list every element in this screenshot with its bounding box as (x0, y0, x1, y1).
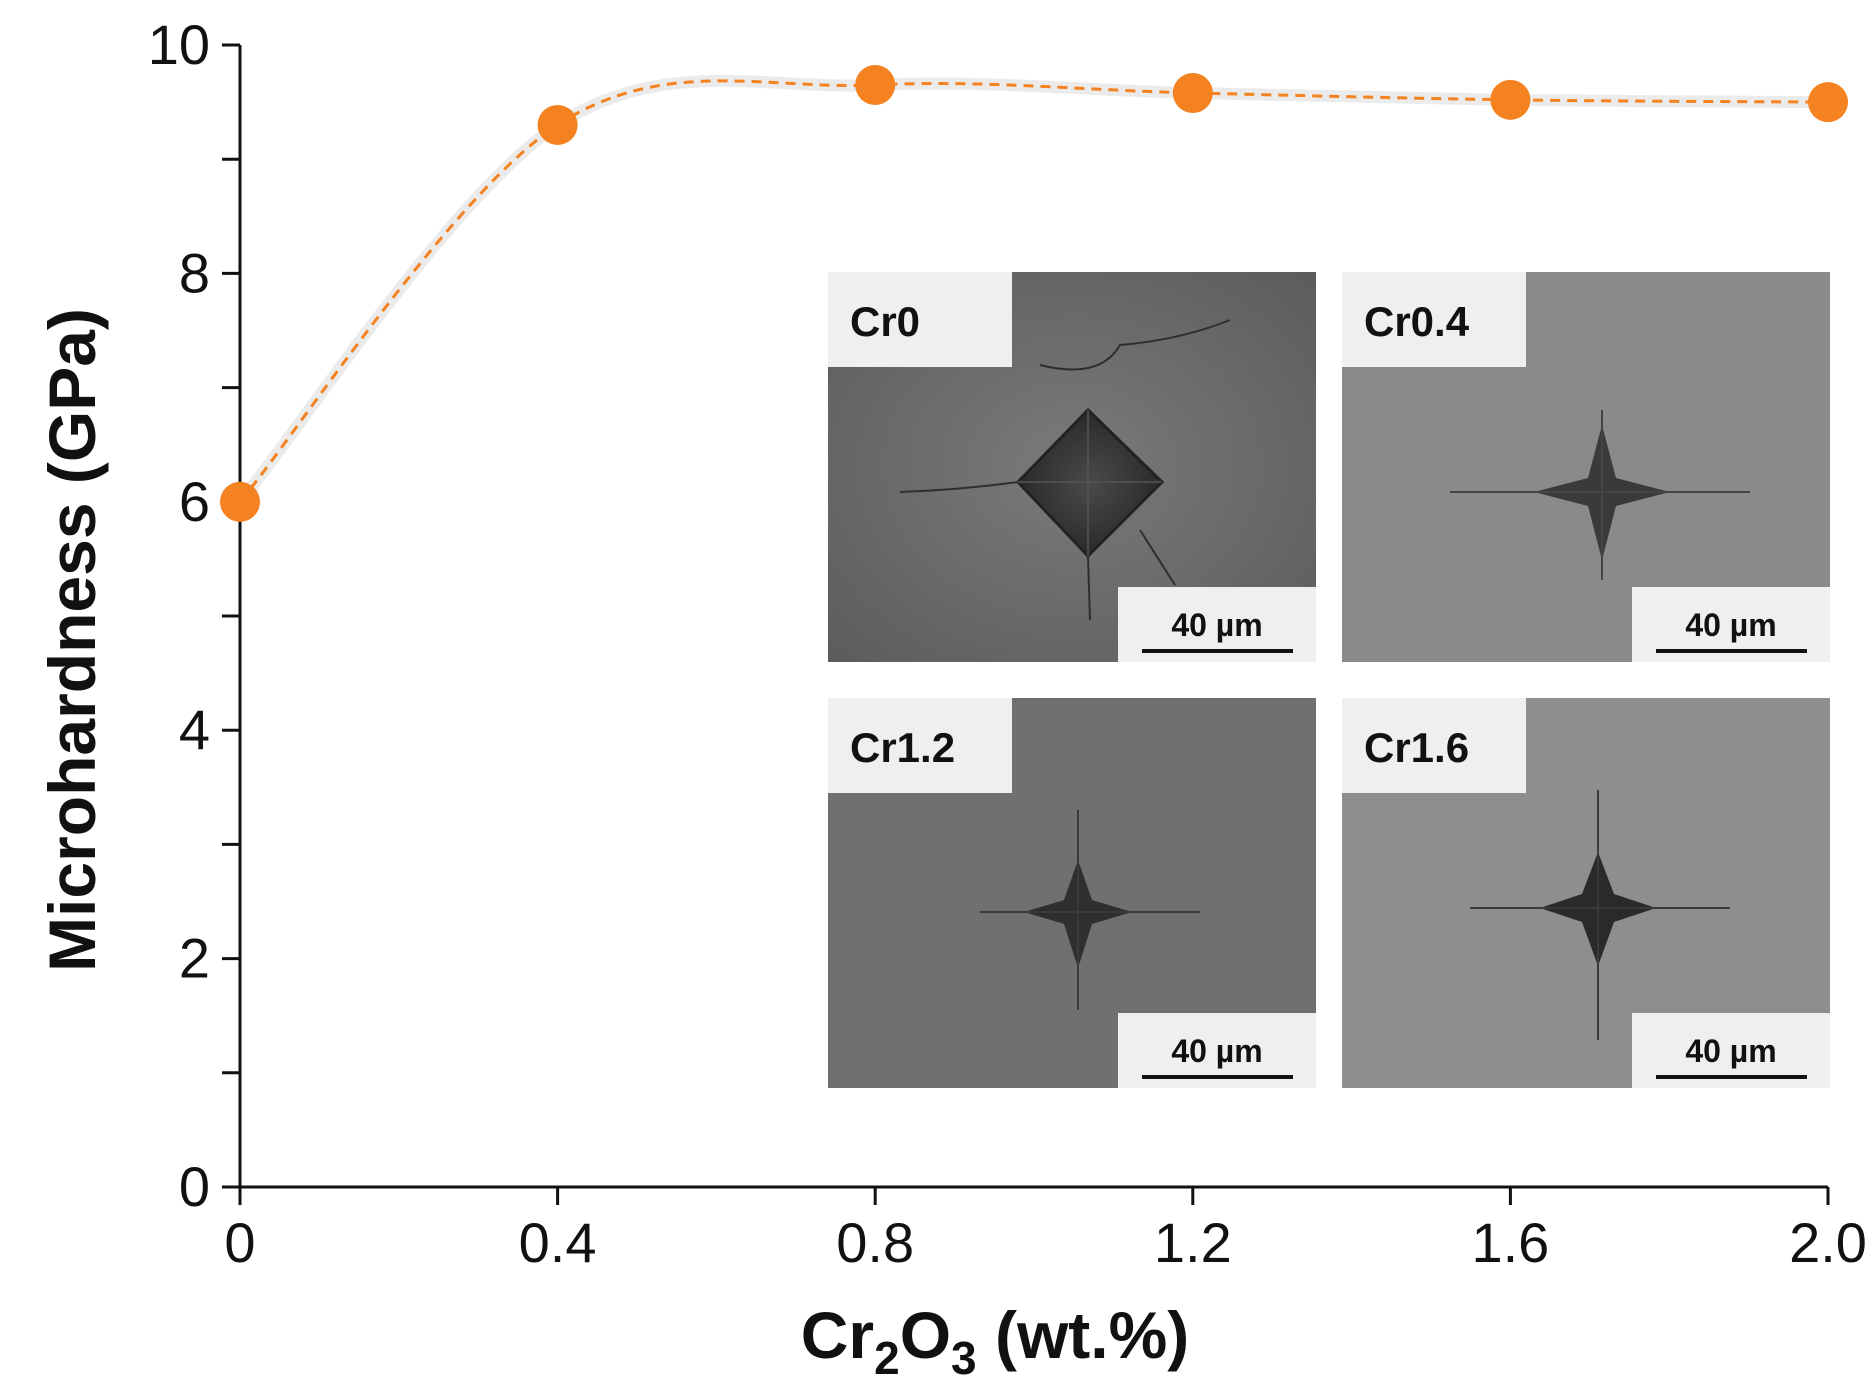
scale-bar-label: 40 µm (1171, 607, 1262, 643)
panel-label: Cr0 (850, 298, 920, 345)
y-tick-label: 8 (179, 241, 210, 304)
indent-mark (1450, 410, 1750, 580)
inset-panel-cr0: Cr0 40 µm (828, 272, 1316, 662)
series-line (238, 79, 1829, 503)
y-ticks: 0 2 4 6 8 10 (148, 13, 240, 1218)
data-point (1808, 82, 1848, 123)
x-axis-title: Cr2O3 (wt.%) (801, 1298, 1190, 1384)
x-tick-label: 1.6 (1471, 1211, 1549, 1274)
inset-panel-cr1-6: Cr1.6 40 µm (1342, 698, 1830, 1088)
x-tick-label: 2.0 (1789, 1211, 1867, 1274)
y-tick-label: 0 (179, 1155, 210, 1218)
indent-mark (1470, 790, 1730, 1040)
x-tick-label: 0 (224, 1211, 255, 1274)
scale-bar-label: 40 µm (1685, 1033, 1776, 1069)
scale-bar-label: 40 µm (1171, 1033, 1262, 1069)
panel-label-box (828, 272, 1012, 367)
y-tick-label: 6 (179, 470, 210, 533)
panel-label-box (1342, 272, 1526, 367)
data-point (220, 481, 260, 522)
scale-bar-label: 40 µm (1685, 607, 1776, 643)
indent-mark (899, 319, 1231, 621)
panel-label-box (1342, 698, 1526, 793)
indent-mark (980, 810, 1200, 1010)
data-point (537, 104, 578, 145)
panel-label: Cr1.6 (1364, 724, 1469, 771)
y-tick-label: 10 (148, 13, 210, 76)
inset-panel-cr1-2: Cr1.2 40 µm (828, 698, 1316, 1088)
x-tick-label: 1.2 (1154, 1211, 1232, 1274)
data-point (1490, 79, 1531, 120)
y-tick-label: 4 (179, 698, 210, 761)
panel-label: Cr0.4 (1364, 298, 1470, 345)
inset-micrographs: Cr0 40 µm Cr0.4 40 µm (828, 272, 1830, 1088)
x-ticks: 0 0.4 0.8 1.2 1.6 2.0 (224, 1187, 1867, 1274)
x-tick-label: 0.4 (519, 1211, 597, 1274)
y-axis-title: Microhardness (GPa) (35, 308, 109, 972)
data-point (1172, 72, 1213, 113)
panel-label: Cr1.2 (850, 724, 955, 771)
data-point (855, 64, 896, 105)
panel-label-box (828, 698, 1012, 793)
y-tick-label: 2 (179, 927, 210, 990)
x-tick-label: 0.8 (836, 1211, 914, 1274)
series-layer (220, 64, 1848, 522)
inset-panel-cr0-4: Cr0.4 40 µm (1342, 272, 1830, 662)
